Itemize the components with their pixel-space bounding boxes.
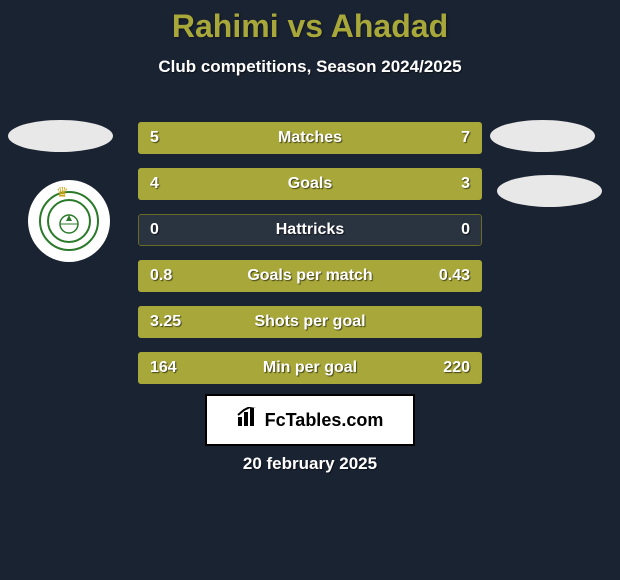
stat-row: 0 Hattricks 0 <box>138 214 482 246</box>
bar-chart-icon <box>237 407 259 433</box>
stat-label: Goals <box>138 168 482 200</box>
stat-row: 5 Matches 7 <box>138 122 482 154</box>
stat-row: 164 Min per goal 220 <box>138 352 482 384</box>
club-placeholder-right <box>497 175 602 207</box>
player-avatar-right <box>490 120 595 152</box>
stat-value-right: 0.43 <box>439 260 470 292</box>
stat-row: 3.25 Shots per goal <box>138 306 482 338</box>
snapshot-date: 20 february 2025 <box>0 454 620 474</box>
brand-text: FcTables.com <box>265 410 384 431</box>
stat-label: Hattricks <box>138 214 482 246</box>
club-emblem-icon <box>39 191 99 251</box>
stat-label: Min per goal <box>138 352 482 384</box>
stat-value-right: 0 <box>461 214 470 246</box>
player-avatar-left <box>8 120 113 152</box>
stat-value-right: 7 <box>461 122 470 154</box>
stat-label: Goals per match <box>138 260 482 292</box>
brand-badge: FcTables.com <box>205 394 415 446</box>
page-subtitle: Club competitions, Season 2024/2025 <box>0 57 620 77</box>
stat-label: Shots per goal <box>138 306 482 338</box>
club-crest-icon <box>46 198 92 244</box>
stat-value-right: 220 <box>443 352 470 384</box>
page-title: Rahimi vs Ahadad <box>0 0 620 45</box>
stat-label: Matches <box>138 122 482 154</box>
stat-row: 0.8 Goals per match 0.43 <box>138 260 482 292</box>
infographic-root: Rahimi vs Ahadad Club competitions, Seas… <box>0 0 620 580</box>
crown-icon: ♛ <box>56 184 69 201</box>
stats-rows: 5 Matches 7 4 Goals 3 0 Hattricks 0 0. <box>138 122 482 398</box>
club-badge-left <box>28 180 110 262</box>
stat-row: 4 Goals 3 <box>138 168 482 200</box>
stat-value-right: 3 <box>461 168 470 200</box>
